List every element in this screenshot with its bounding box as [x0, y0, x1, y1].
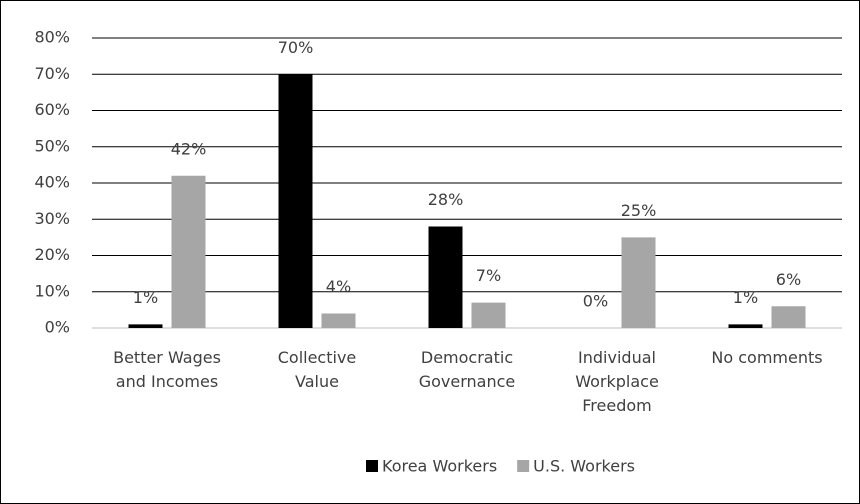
- bar: [771, 306, 806, 328]
- x-tick-label: Better Wages and Incomes: [113, 348, 221, 391]
- x-tick-label: Individual Workplace Freedom: [575, 348, 659, 415]
- y-tick-label: 60%: [34, 100, 70, 119]
- bar: [471, 302, 506, 328]
- x-tick-label: No comments: [711, 348, 823, 367]
- data-label: 1%: [133, 288, 158, 307]
- legend-swatch: [517, 460, 530, 472]
- x-tick-label-box: Democratic Governance: [418, 348, 516, 391]
- bar: [428, 226, 463, 328]
- y-tick-label: 50%: [34, 136, 70, 155]
- data-label: 28%: [428, 190, 464, 209]
- y-tick-label: 20%: [34, 245, 70, 264]
- data-label: 7%: [476, 266, 501, 285]
- bar: [728, 324, 763, 328]
- legend-swatch: [366, 460, 378, 472]
- y-tick-label: 80%: [34, 28, 70, 47]
- x-tick-label-box: Better Wages and Incomes: [113, 348, 221, 391]
- data-label: 25%: [621, 201, 657, 220]
- y-tick-label: 40%: [34, 173, 70, 192]
- y-tick-label: 10%: [34, 281, 70, 300]
- bar: [621, 237, 656, 328]
- y-tick-label: 30%: [34, 209, 70, 228]
- data-label: 4%: [326, 277, 351, 296]
- data-label: 1%: [733, 288, 758, 307]
- bar: [321, 313, 356, 328]
- data-label: 70%: [278, 38, 314, 57]
- y-tick-label: 0%: [45, 318, 70, 337]
- bar: [171, 175, 206, 328]
- x-tick-label-box: No comments: [711, 348, 823, 367]
- x-tick-label: Democratic Governance: [418, 348, 516, 391]
- y-tick-label: 70%: [34, 64, 70, 83]
- x-tick-label: Collective Value: [277, 348, 357, 391]
- x-tick-label-box: Collective Value: [277, 348, 357, 391]
- data-label: 42%: [171, 139, 207, 158]
- bar: [128, 324, 163, 328]
- data-label: 6%: [776, 270, 801, 289]
- data-label: 0%: [583, 292, 608, 311]
- x-tick-label-box: Individual Workplace Freedom: [575, 348, 659, 415]
- legend-label: Korea Workers: [382, 457, 497, 476]
- bar: [278, 74, 313, 328]
- legend-label: U.S. Workers: [533, 457, 635, 476]
